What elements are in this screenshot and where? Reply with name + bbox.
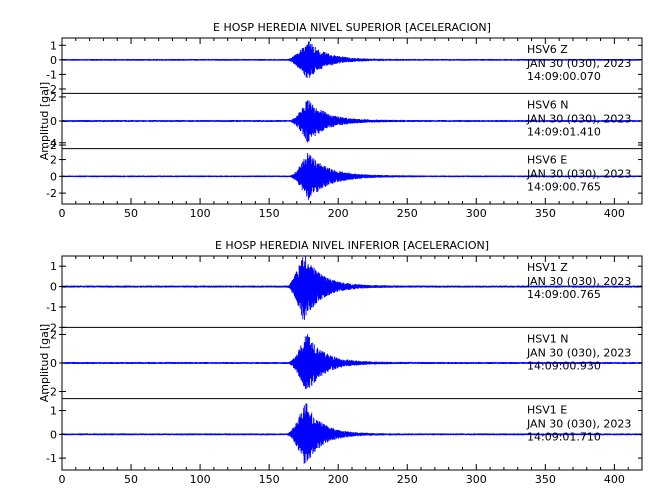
x-tick-label: 350 [535, 473, 556, 486]
y-tick-label: -1 [46, 68, 57, 81]
x-tick-label: 200 [328, 473, 349, 486]
x-tick-label: 50 [124, 473, 138, 486]
trace-date-label: JAN 30 (030), 2023 [526, 418, 631, 431]
waveform-line [62, 403, 642, 464]
trace-date-label: JAN 30 (030), 2023 [526, 168, 631, 181]
waveform-line [62, 100, 642, 143]
y-tick-label: 0 [50, 170, 57, 183]
y-tick-label: -2 [46, 139, 57, 152]
trace-time-label: 14:09:00.765 [527, 181, 601, 194]
y-tick-label: 2 [50, 328, 57, 341]
y-tick-label: 0 [50, 115, 57, 128]
y-tick-label: 1 [50, 405, 57, 418]
x-tick-label: 250 [397, 473, 418, 486]
y-axis-label: Amplitud [gal] [38, 82, 51, 160]
y-tick-label: -2 [46, 386, 57, 399]
trace-station-label: HSV1 Z [527, 261, 568, 274]
trace-station-label: HSV1 E [527, 404, 567, 417]
y-tick-label: -2 [46, 83, 57, 96]
trace-date-label: JAN 30 (030), 2023 [526, 275, 631, 288]
waveform-line [62, 334, 642, 390]
waveform-line [62, 152, 642, 200]
y-tick-label: -1 [46, 301, 57, 314]
trace-time-label: 14:09:01.710 [527, 431, 601, 444]
chart-panel-2: E HOSP HEREDIA NIVEL INFERIOR [ACELERACI… [38, 239, 643, 486]
waveform-line [62, 256, 642, 320]
trace-time-label: 14:09:00.070 [527, 70, 601, 83]
y-tick-label: -2 [46, 187, 57, 200]
trace-station-label: HSV6 Z [527, 43, 568, 56]
chart-title: E HOSP HEREDIA NIVEL SUPERIOR [ACELERACI… [213, 21, 491, 34]
trace-date-label: JAN 30 (030), 2023 [526, 57, 631, 70]
trace-date-label: JAN 30 (030), 2023 [526, 346, 631, 359]
x-tick-label: 250 [397, 207, 418, 220]
trace-time-label: 14:09:00.765 [527, 288, 601, 301]
x-tick-label: 400 [604, 207, 625, 220]
x-tick-label: 0 [59, 473, 66, 486]
y-tick-label: 2 [50, 91, 57, 104]
x-tick-label: 50 [124, 207, 138, 220]
x-tick-label: 150 [259, 207, 280, 220]
y-tick-label: 1 [50, 39, 57, 52]
trace-date-label: JAN 30 (030), 2023 [526, 112, 631, 125]
y-tick-label: 0 [50, 428, 57, 441]
x-tick-label: 0 [59, 207, 66, 220]
y-tick-label: -2 [46, 321, 57, 334]
waveform-line [62, 41, 642, 79]
x-tick-label: 150 [259, 473, 280, 486]
trace-station-label: HSV6 E [527, 154, 567, 167]
trace-station-label: HSV1 N [527, 332, 569, 345]
trace-station-label: HSV6 N [527, 98, 569, 111]
trace-time-label: 14:09:01.410 [527, 125, 601, 138]
x-tick-label: 300 [466, 207, 487, 220]
x-tick-label: 400 [604, 473, 625, 486]
trace-time-label: 14:09:00.930 [527, 359, 601, 372]
x-tick-label: 300 [466, 473, 487, 486]
x-tick-label: 100 [190, 207, 211, 220]
y-tick-label: 2 [50, 154, 57, 167]
y-tick-label: 0 [50, 54, 57, 67]
chart-title: E HOSP HEREDIA NIVEL INFERIOR [ACELERACI… [215, 239, 489, 252]
x-tick-label: 200 [328, 207, 349, 220]
x-tick-label: 100 [190, 473, 211, 486]
y-axis-label: Amplitud [gal] [38, 324, 51, 402]
chart-panel-1: E HOSP HEREDIA NIVEL SUPERIOR [ACELERACI… [38, 21, 643, 220]
y-tick-label: -1 [46, 452, 57, 465]
y-tick-label: 1 [50, 260, 57, 273]
y-tick-label: 0 [50, 357, 57, 370]
y-tick-label: 0 [50, 281, 57, 294]
y-tick-label: 4 [50, 137, 57, 150]
x-tick-label: 350 [535, 207, 556, 220]
